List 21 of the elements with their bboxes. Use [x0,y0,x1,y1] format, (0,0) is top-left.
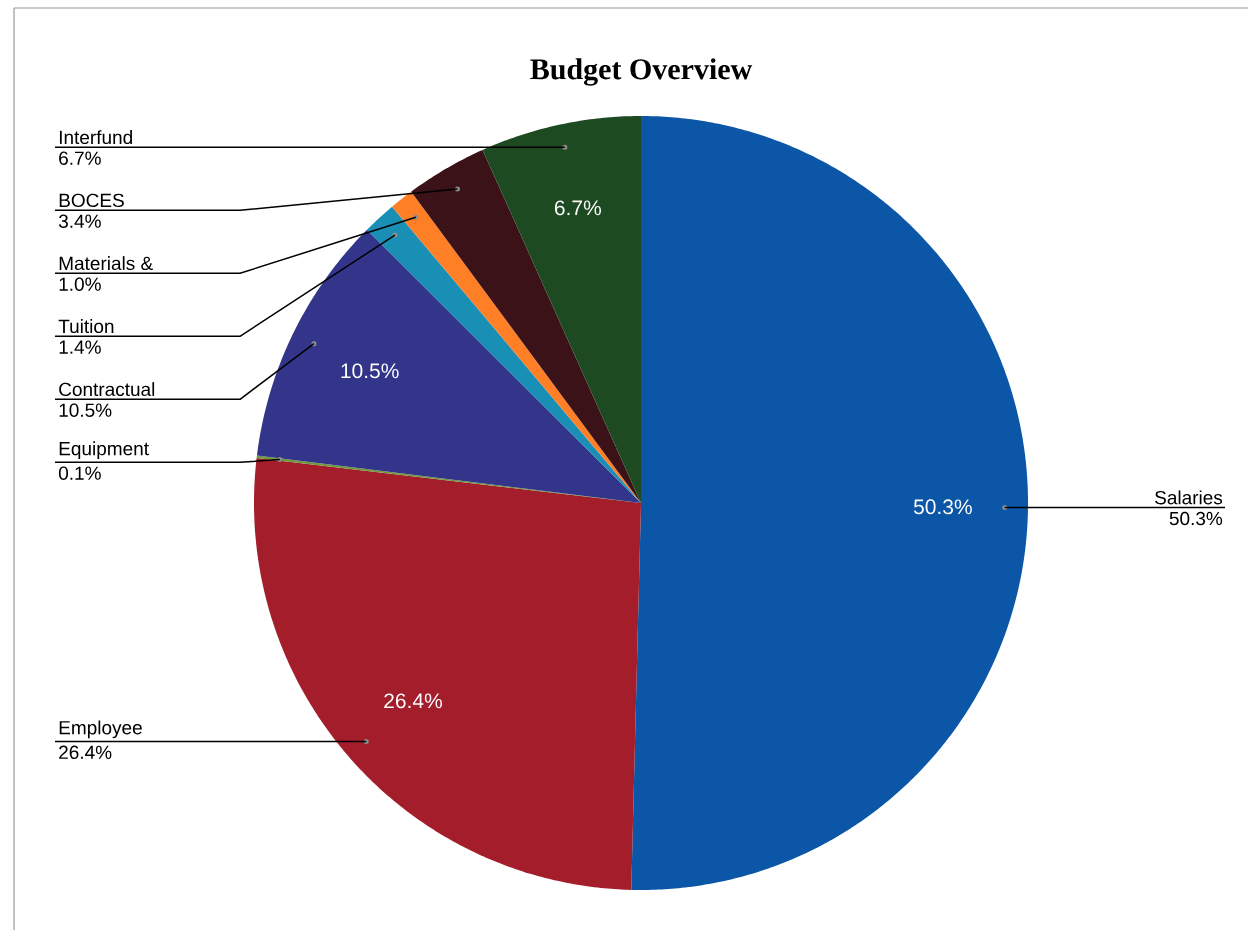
slice-label: Interfund [59,130,132,145]
slice-label: Tuition [58,319,114,334]
data-label: 3.4% [58,214,101,229]
slice-label: Salaries [1155,490,1223,505]
data-label: 1.4% [59,340,101,354]
text: 26.4% [59,745,112,760]
data-label: 50.3% [913,499,972,515]
text: 10.5% [59,403,112,418]
slice-label: BOCES [59,193,124,208]
data-label: 10.5% [341,363,399,379]
slice-label: Employee [59,720,142,739]
text: 50.3% [1169,511,1223,526]
data-label: 0.1% [58,466,101,481]
slice-label: Equipment [59,441,149,460]
slice-label: Materials & [59,256,153,271]
text: 6.7% [59,151,101,166]
data-label: 26.4% [384,693,443,709]
data-label: 1.0% [59,277,101,292]
slice-label: Contractual [59,382,155,397]
chart-title: Budget Overview [530,58,753,86]
data-label: 6.7% [554,200,601,216]
